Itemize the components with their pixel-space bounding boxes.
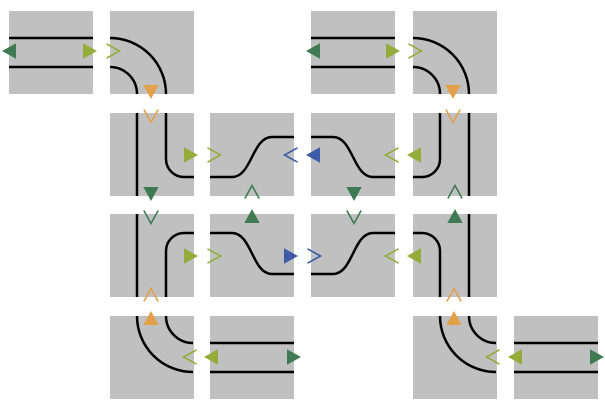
tile-d-curve-left-to-down bbox=[413, 11, 497, 94]
track-d-1 bbox=[412, 36, 471, 95]
track-m-2 bbox=[164, 315, 194, 345]
track-o-1 bbox=[467, 315, 497, 345]
light-green-open-arrow-left-icon bbox=[181, 349, 197, 365]
orange-filled-arrow-up-icon bbox=[446, 311, 462, 325]
tile-p-straight-horizontal bbox=[514, 316, 598, 399]
track-d-2 bbox=[412, 65, 442, 95]
tiles-layer bbox=[9, 11, 598, 399]
tile-h-curve-left-to-up bbox=[413, 113, 497, 196]
tracks-layer bbox=[9, 36, 598, 374]
orange-open-arrow-up-icon bbox=[446, 286, 462, 302]
dark-green-filled-arrow-down-icon bbox=[143, 187, 159, 201]
tile-l-curve-left-to-down bbox=[413, 214, 497, 297]
track-e-2 bbox=[164, 113, 194, 179]
tile-m-curve-up-to-right bbox=[110, 316, 194, 399]
light-green-open-arrow-right-icon bbox=[408, 43, 424, 59]
blue-filled-arrow-right-icon bbox=[284, 248, 298, 264]
light-green-filled-arrow-right-icon bbox=[184, 147, 198, 163]
tile-a-straight-horizontal bbox=[9, 11, 93, 94]
light-green-filled-arrow-right-icon bbox=[386, 43, 400, 59]
track-b-2 bbox=[109, 65, 139, 95]
tile-c-straight-horizontal bbox=[311, 11, 395, 94]
light-green-open-arrow-right-icon bbox=[106, 43, 122, 59]
light-green-filled-arrow-left-icon bbox=[508, 349, 522, 365]
light-green-open-arrow-left-icon bbox=[383, 248, 399, 264]
track-i-2 bbox=[164, 231, 194, 297]
light-green-open-arrow-right-icon bbox=[207, 147, 223, 163]
orange-filled-arrow-up-icon bbox=[143, 311, 159, 325]
track-m-1 bbox=[135, 315, 194, 374]
tile-b-curve-left-to-down bbox=[110, 11, 194, 94]
light-green-filled-arrow-left-icon bbox=[204, 349, 218, 365]
track-o-2 bbox=[438, 315, 497, 374]
markers-layer bbox=[2, 43, 604, 365]
track-k-1 bbox=[311, 231, 395, 276]
track-h-2 bbox=[413, 113, 442, 179]
light-green-filled-arrow-right-icon bbox=[184, 248, 198, 264]
light-green-filled-arrow-left-icon bbox=[407, 147, 421, 163]
track-b-1 bbox=[109, 36, 168, 95]
dark-green-open-arrow-down-icon bbox=[346, 210, 362, 226]
dark-green-filled-arrow-down-icon bbox=[346, 187, 362, 201]
tile-o-curve-up-to-right bbox=[413, 316, 497, 399]
light-green-open-arrow-left-icon bbox=[484, 349, 500, 365]
orange-filled-arrow-down-icon bbox=[143, 85, 159, 99]
tile-n-straight-horizontal bbox=[210, 316, 294, 399]
light-green-open-arrow-right-icon bbox=[207, 248, 223, 264]
track-l-2 bbox=[413, 231, 442, 297]
dark-green-filled-arrow-right-icon bbox=[590, 349, 604, 365]
orange-open-arrow-down-icon bbox=[445, 109, 461, 125]
dark-green-open-arrow-up-icon bbox=[447, 183, 463, 199]
track-g-1 bbox=[311, 135, 395, 179]
track-j-1 bbox=[210, 231, 294, 276]
dark-green-filled-arrow-up-icon bbox=[244, 209, 260, 223]
light-green-filled-arrow-left-icon bbox=[407, 248, 421, 264]
track-f-1 bbox=[210, 135, 294, 179]
dark-green-filled-arrow-left-icon bbox=[2, 43, 16, 59]
tile-i-curve-down-to-right bbox=[110, 214, 194, 297]
dark-green-filled-arrow-up-icon bbox=[447, 209, 463, 223]
dark-green-open-arrow-down-icon bbox=[143, 210, 159, 226]
tile-e-curve-up-to-right bbox=[110, 113, 194, 196]
blue-open-arrow-left-icon bbox=[282, 147, 298, 163]
dark-green-open-arrow-up-icon bbox=[244, 183, 260, 199]
orange-open-arrow-down-icon bbox=[143, 109, 159, 125]
dark-green-filled-arrow-right-icon bbox=[287, 349, 301, 365]
blue-filled-arrow-left-icon bbox=[306, 147, 320, 163]
light-green-filled-arrow-right-icon bbox=[83, 43, 97, 59]
light-green-open-arrow-left-icon bbox=[383, 147, 399, 163]
orange-filled-arrow-down-icon bbox=[445, 85, 461, 99]
blue-open-arrow-right-icon bbox=[307, 248, 323, 264]
orange-open-arrow-up-icon bbox=[143, 286, 159, 302]
dark-green-filled-arrow-left-icon bbox=[306, 43, 320, 59]
